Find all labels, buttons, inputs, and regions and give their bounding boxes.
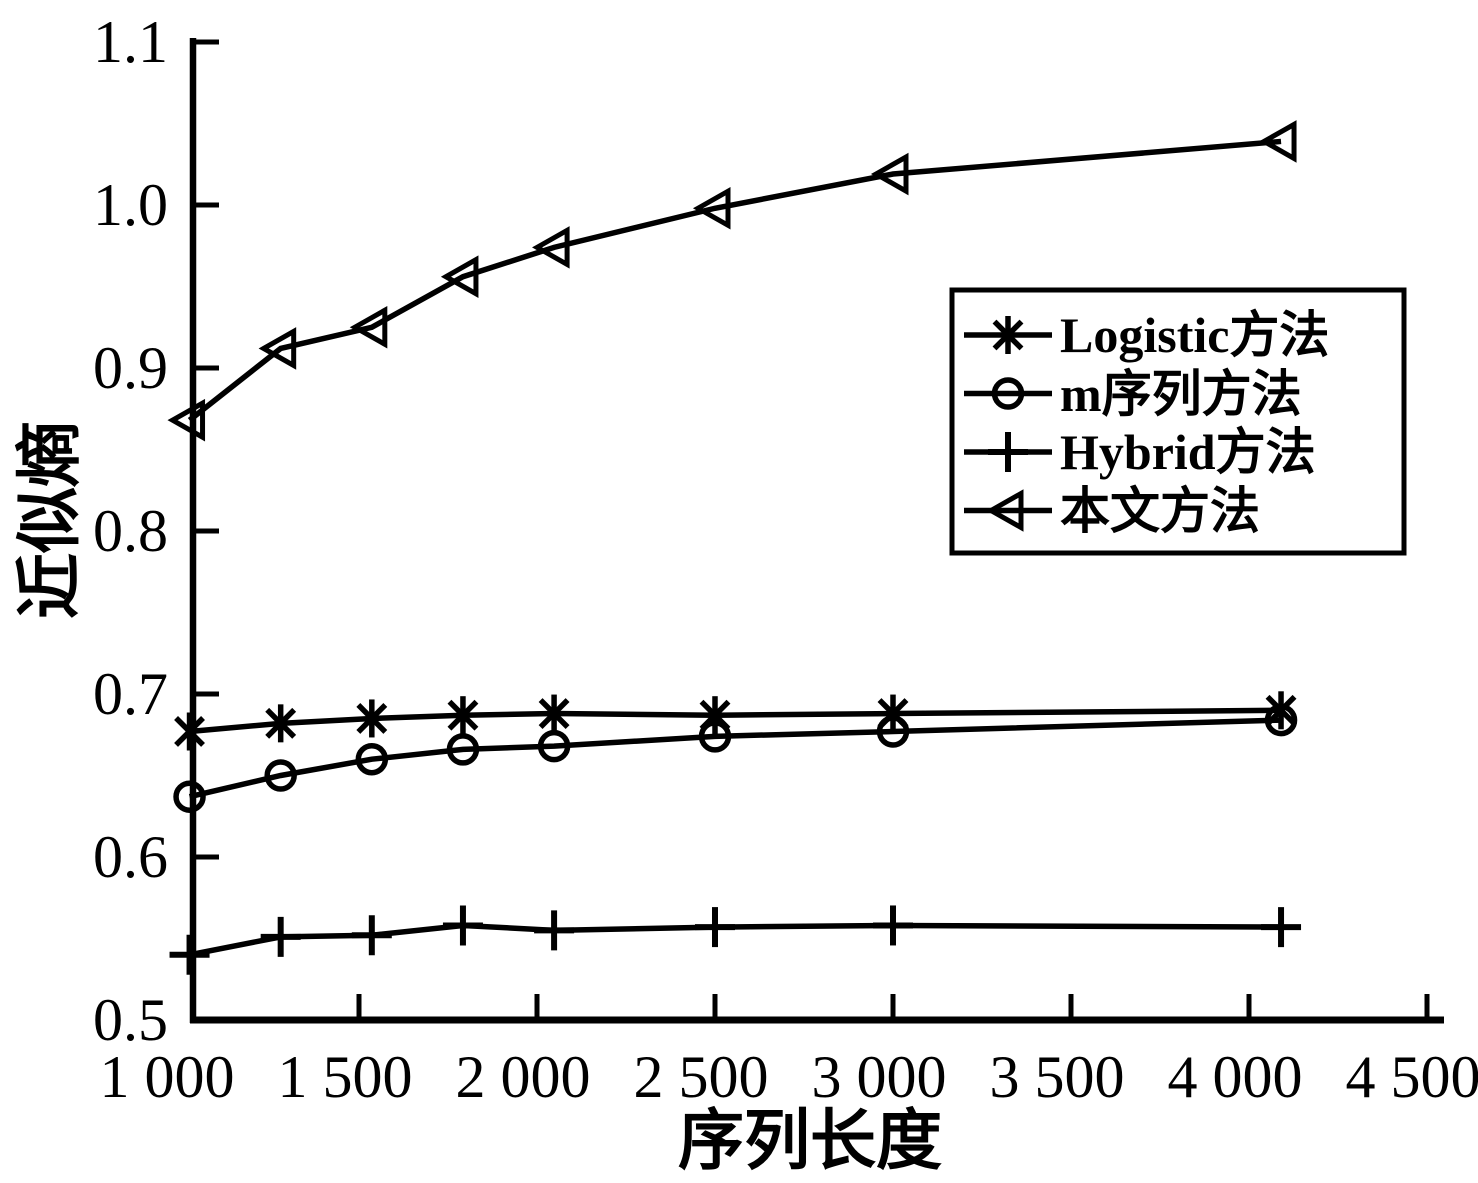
x-tick-label: 4 000: [1168, 1044, 1303, 1110]
circle-marker-icon: [264, 759, 297, 792]
circle-marker-icon: [355, 742, 389, 776]
circle-marker-icon: [991, 377, 1025, 410]
legend-label-proposed: 本文方法: [1060, 483, 1260, 539]
legend-asterisk-marker-icon: [964, 316, 1052, 354]
legend-plus-marker-icon: [964, 432, 1052, 472]
y-tick-label: 0.8: [93, 498, 168, 564]
series-line-2: [189, 922, 1282, 958]
plot-series: [167, 120, 1302, 975]
y-tick-label: 0.6: [93, 824, 168, 890]
triangle-left-marker-icon: [258, 327, 297, 370]
legend-label-logistic: Logistic方法: [1060, 307, 1329, 363]
tick-labels: 0.5 0.6 0.7 0.8 0.9 1.0 1.1 1 000 1 500 2 000 2 50…: [93, 9, 1478, 1110]
series-markers-3: [167, 120, 1297, 442]
series-markers-2: [169, 905, 1302, 975]
y-tick-label: 1.1: [93, 9, 168, 75]
x-tick-label: 1 000: [100, 1044, 235, 1110]
axis-ticks: [193, 39, 1430, 1023]
legend: Logistic方法 m序列方法 Hybrid方法 本文方法: [949, 287, 1407, 556]
asterisk-marker-icon: [538, 698, 570, 729]
series-line-1: [188, 717, 1282, 800]
triangle-left-marker-icon: [1258, 120, 1297, 163]
x-tick-label: 3 500: [990, 1044, 1125, 1110]
triangle-left-marker-icon: [870, 152, 909, 196]
triangle-left-marker-icon: [985, 489, 1024, 532]
triangle-left-marker-icon: [349, 305, 388, 349]
x-tick-label: 4 500: [1346, 1044, 1478, 1110]
circle-marker-icon: [537, 729, 571, 763]
series-line-0: [189, 707, 1282, 735]
y-tick-label: 0.7: [93, 661, 168, 727]
asterisk-marker-icon: [447, 699, 479, 731]
x-axis-title: 序列长度: [678, 1105, 942, 1178]
circle-marker-icon: [446, 733, 480, 766]
asterisk-marker-icon: [356, 703, 388, 734]
asterisk-marker-icon: [174, 716, 205, 747]
legend-triangle-left-marker-icon: [964, 489, 1052, 532]
asterisk-marker-icon: [265, 707, 297, 739]
x-tick-label: 3 000: [812, 1044, 947, 1110]
legend-circle-marker-icon: [964, 377, 1052, 410]
triangle-left-marker-icon: [692, 186, 731, 230]
circle-marker-icon: [876, 715, 910, 748]
y-tick-label: 0.5: [93, 987, 168, 1053]
y-axis-title: 近似熵: [14, 421, 87, 619]
y-tick-label: 0.9: [93, 335, 168, 401]
x-tick-label: 1 500: [278, 1044, 413, 1110]
y-tick-label: 1.0: [93, 172, 168, 238]
x-tick-label: 2 000: [456, 1044, 591, 1110]
triangle-left-marker-icon: [440, 255, 479, 299]
series-markers-1: [173, 703, 1298, 813]
legend-label-hybrid: Hybrid方法: [1060, 424, 1316, 480]
triangle-left-marker-icon: [532, 226, 570, 269]
legend-box: [949, 287, 1407, 556]
asterisk-marker-icon: [992, 319, 1024, 351]
x-tick-label: 2 500: [634, 1044, 769, 1110]
legend-label-m-sequence: m序列方法: [1060, 366, 1302, 422]
circle-marker-icon: [698, 720, 732, 753]
circle-marker-icon: [173, 780, 206, 813]
triangle-left-marker-icon: [167, 398, 206, 442]
circle-marker-icon: [1264, 703, 1298, 737]
